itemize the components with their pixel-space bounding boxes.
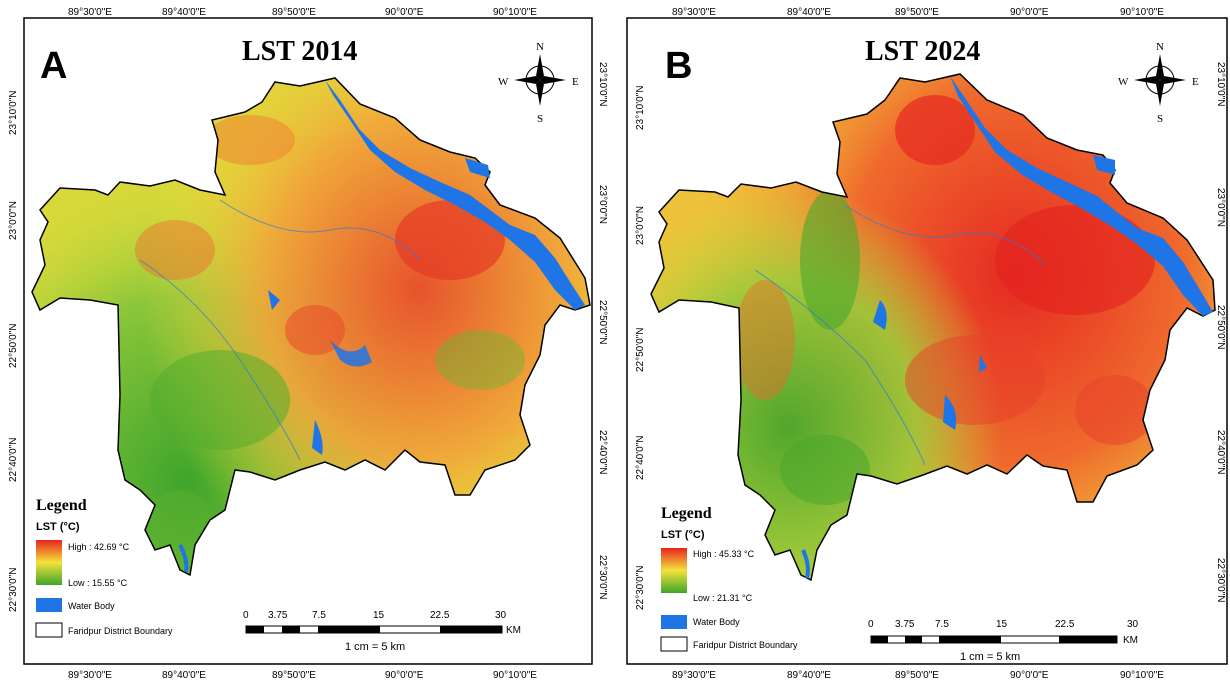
lat-label-left: 23°10'0"N — [8, 91, 19, 136]
water-swatch — [36, 598, 62, 612]
north-arrow-icon: N S E W — [498, 41, 579, 125]
panel-letter: B — [665, 45, 692, 87]
panel-letter: A — [40, 45, 67, 87]
lat-label-left: 22°40'0"N — [635, 436, 646, 481]
legend-boundary: Faridpur District Boundary — [693, 640, 798, 650]
legend-title: Legend — [661, 505, 712, 522]
map-panel-a: 89°30'0"E 89°40'0"E 89°50'0"E 90°0'0"E 9… — [0, 0, 615, 689]
svg-text:1 cm = 5 km: 1 cm = 5 km — [960, 651, 1020, 663]
lon-label-top: 89°50'0"E — [272, 7, 316, 18]
svg-text:0: 0 — [868, 619, 874, 630]
map-title: LST 2014 — [242, 36, 357, 67]
lon-label-bottom: 90°0'0"E — [1010, 670, 1049, 681]
svg-text:W: W — [498, 76, 509, 88]
lat-label-left: 22°40'0"N — [8, 438, 19, 483]
legend-title: Legend — [36, 497, 87, 514]
lat-label-right: 22°40'0"N — [1215, 430, 1226, 475]
legend: Legend LST (°C) High : 45.33 °C Low : 21… — [660, 505, 798, 652]
legend-high: High : 45.33 °C — [693, 549, 755, 559]
boundary-swatch — [35, 622, 63, 638]
svg-text:15: 15 — [373, 610, 385, 621]
lat-label-left: 22°30'0"N — [635, 566, 646, 611]
legend-low: Low : 15.55 °C — [68, 578, 128, 588]
svg-text:0: 0 — [243, 610, 249, 621]
svg-text:N: N — [536, 41, 544, 53]
svg-text:S: S — [537, 113, 543, 125]
svg-text:30: 30 — [1127, 619, 1139, 630]
lon-label-top: 89°30'0"E — [68, 7, 112, 18]
map-panel-b: 89°30'0"E 89°40'0"E 89°50'0"E 90°0'0"E 9… — [615, 0, 1230, 689]
lon-label-top: 89°40'0"E — [787, 7, 831, 18]
map-title: LST 2024 — [865, 36, 980, 67]
lon-label-top: 89°40'0"E — [162, 7, 206, 18]
boundary-swatch — [660, 636, 688, 652]
scale-bar: 0 3.75 7.5 15 22.5 30 KM 1 cm = 5 km — [868, 619, 1139, 663]
lat-label-right: 23°10'0"N — [597, 62, 608, 107]
scale-bar: 0 3.75 7.5 15 22.5 30 KM 1 cm = 5 km — [243, 610, 521, 653]
svg-text:E: E — [572, 76, 579, 88]
svg-text:1 cm = 5 km: 1 cm = 5 km — [345, 641, 405, 653]
svg-text:S: S — [1157, 113, 1163, 125]
lat-label-left: 22°50'0"N — [8, 324, 19, 369]
lat-label-right: 22°30'0"N — [597, 555, 608, 600]
svg-text:22.5: 22.5 — [430, 610, 450, 621]
lat-label-left: 22°50'0"N — [635, 328, 646, 373]
lon-label-top: 90°0'0"E — [385, 7, 424, 18]
svg-text:22.5: 22.5 — [1055, 619, 1075, 630]
legend-subtitle: LST (°C) — [661, 529, 705, 541]
svg-text:7.5: 7.5 — [312, 610, 326, 621]
lat-label-right: 22°50'0"N — [597, 300, 608, 345]
lat-label-left: 23°10'0"N — [635, 86, 646, 131]
lon-label-bottom: 90°0'0"E — [385, 670, 424, 681]
lat-label-right: 22°30'0"N — [1215, 558, 1226, 603]
lst-color-ramp — [36, 540, 62, 585]
lat-label-right: 22°40'0"N — [597, 430, 608, 475]
svg-text:KM: KM — [1123, 635, 1138, 646]
lat-label-right: 22°50'0"N — [1215, 305, 1226, 350]
svg-text:7.5: 7.5 — [935, 619, 949, 630]
padma-river — [950, 76, 1213, 316]
lat-label-right: 23°10'0"N — [1215, 62, 1226, 107]
padma-river — [325, 80, 585, 310]
lon-label-bottom: 89°40'0"E — [787, 670, 831, 681]
lon-label-top: 90°0'0"E — [1010, 7, 1049, 18]
lon-label-bottom: 90°10'0"E — [1120, 670, 1164, 681]
lon-label-bottom: 89°30'0"E — [68, 670, 112, 681]
lat-label-left: 22°30'0"N — [8, 568, 19, 613]
svg-text:N: N — [1156, 41, 1164, 53]
lon-label-top: 90°10'0"E — [493, 7, 537, 18]
legend-boundary: Faridpur District Boundary — [68, 626, 173, 636]
lst-color-ramp — [661, 548, 687, 593]
lon-label-bottom: 90°10'0"E — [493, 670, 537, 681]
lat-label-right: 23°0'0"N — [597, 185, 608, 224]
svg-text:30: 30 — [495, 610, 507, 621]
svg-text:E: E — [1192, 76, 1199, 88]
lat-label-left: 23°0'0"N — [8, 201, 19, 240]
legend-water: Water Body — [68, 601, 115, 611]
water-swatch — [661, 615, 687, 629]
north-arrow-icon: N S E W — [1118, 41, 1199, 125]
legend: Legend LST (°C) High : 42.69 °C Low : 15… — [35, 497, 173, 638]
lon-label-top: 90°10'0"E — [1120, 7, 1164, 18]
lat-label-left: 23°0'0"N — [635, 206, 646, 245]
legend-low: Low : 21.31 °C — [693, 593, 753, 603]
svg-text:3.75: 3.75 — [268, 610, 288, 621]
legend-water: Water Body — [693, 617, 740, 627]
lon-label-top: 89°50'0"E — [895, 7, 939, 18]
legend-high: High : 42.69 °C — [68, 542, 130, 552]
lon-label-bottom: 89°50'0"E — [895, 670, 939, 681]
svg-text:KM: KM — [506, 625, 521, 636]
lst-map-2024 — [650, 73, 1216, 582]
lon-label-top: 89°30'0"E — [672, 7, 716, 18]
svg-text:W: W — [1118, 76, 1129, 88]
svg-text:15: 15 — [996, 619, 1008, 630]
lat-label-right: 23°0'0"N — [1215, 188, 1226, 227]
lon-label-bottom: 89°30'0"E — [672, 670, 716, 681]
svg-text:3.75: 3.75 — [895, 619, 915, 630]
lon-label-bottom: 89°40'0"E — [162, 670, 206, 681]
legend-subtitle: LST (°C) — [36, 521, 80, 533]
lon-label-bottom: 89°50'0"E — [272, 670, 316, 681]
